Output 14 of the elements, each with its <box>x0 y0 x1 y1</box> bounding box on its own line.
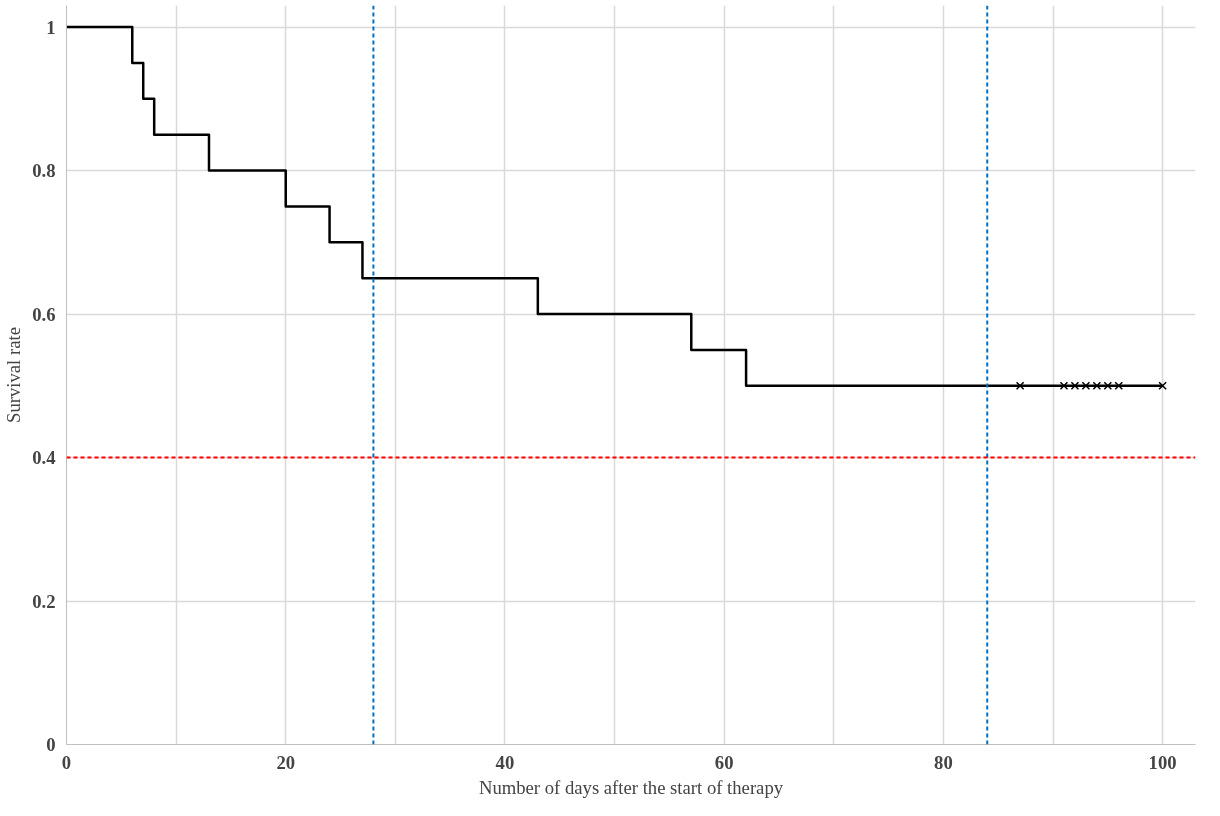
y-tick-label: 0.6 <box>32 303 56 325</box>
x-axis-title: Number of days after the start of therapy <box>478 776 784 798</box>
x-tick-label: 60 <box>714 751 734 773</box>
y-axis-title: Survival rate <box>3 327 25 423</box>
y-tick-label: 0.8 <box>32 160 56 182</box>
x-tick-label: 40 <box>495 751 515 773</box>
y-tick-label: 1 <box>46 16 56 38</box>
x-tick-label: 100 <box>1148 751 1177 773</box>
y-tick-label: 0.4 <box>32 447 56 469</box>
y-tick-label: 0.2 <box>32 590 56 612</box>
x-tick-label: 20 <box>276 751 296 773</box>
y-tick-label: 0 <box>46 734 56 755</box>
x-tick-label: 80 <box>934 751 953 773</box>
x-tick-label: 0 <box>61 751 72 773</box>
